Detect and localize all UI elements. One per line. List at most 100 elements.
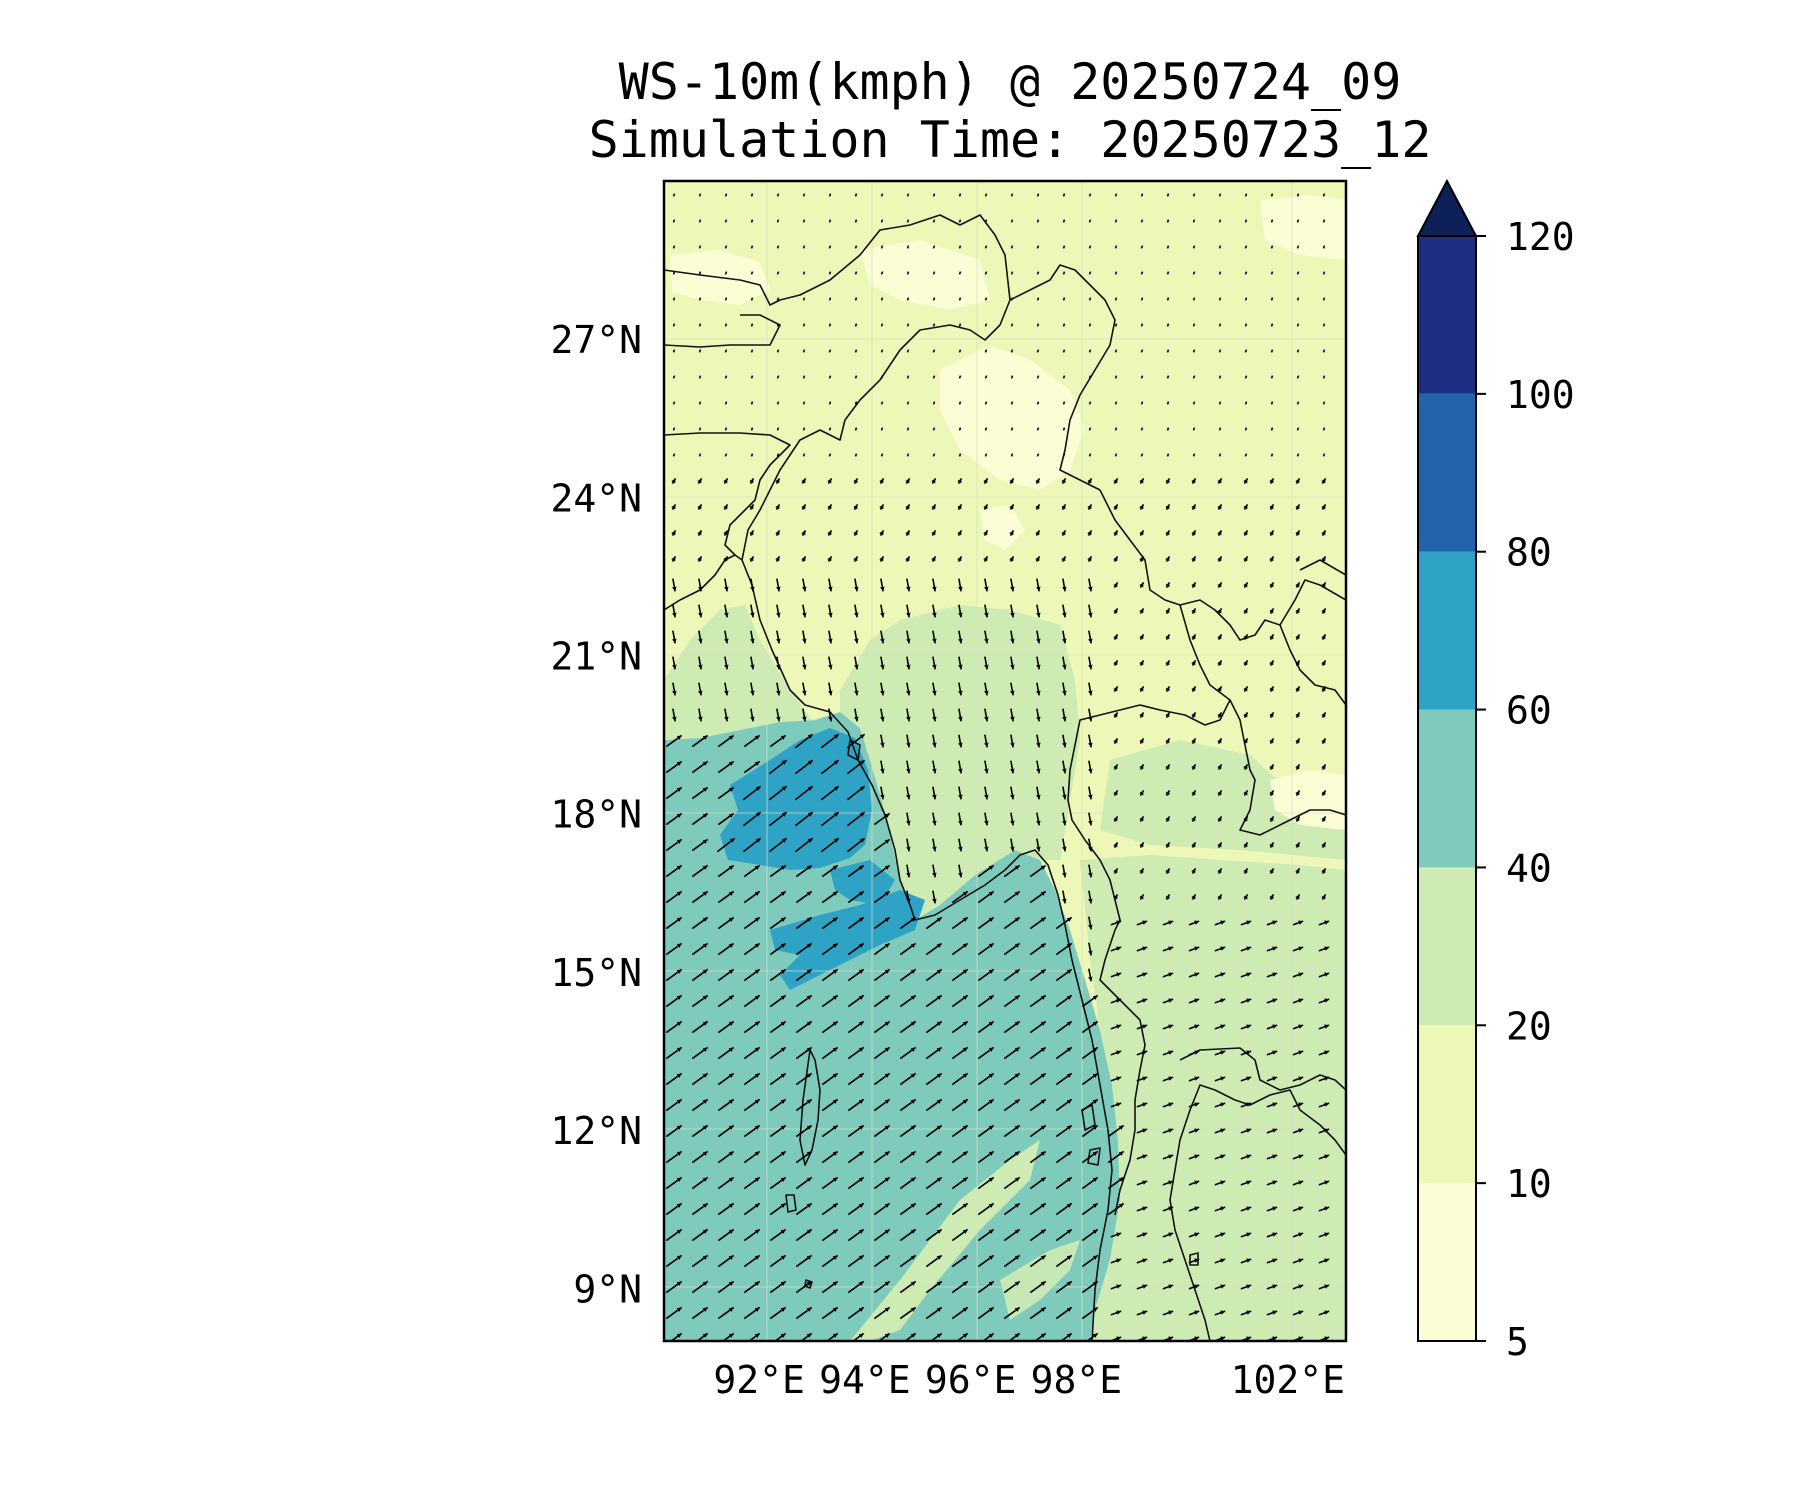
wind-arrow [1266,972,1278,978]
wind-arrow [1061,504,1067,510]
wind-arrow [1055,1124,1073,1138]
wind-arrow [723,556,729,562]
wind-arrow [821,1202,839,1216]
wind-arrow [1136,1076,1148,1082]
wind-arrow [1162,1050,1174,1056]
wind-arrow [1061,556,1067,562]
wind-arrow [899,968,917,982]
wind-arrow [1240,946,1252,952]
wind-arrow [672,630,677,644]
wind-arrow [698,427,702,431]
wind-arrow [1162,946,1174,952]
wind-arrow [853,504,859,510]
wind-arrow [1162,1024,1174,1030]
wind-arrow [1055,1306,1073,1320]
wind-arrow [769,994,787,1008]
wind-arrow [724,708,729,722]
wind-arrow [880,708,885,722]
wind-arrow [723,504,729,510]
wind-arrow [1010,734,1015,748]
wind-arrow [743,1228,761,1242]
latitude-labels: 27°N 24°N 21°N 18°N 15°N 12°N 9°N [550,318,642,1311]
wind-arrow [1266,1076,1278,1082]
wind-arrow [776,193,780,197]
wind-arrow [853,530,859,536]
wind-arrow [691,1202,709,1216]
wind-arrow [958,734,963,748]
wind-arrow [776,245,780,249]
wind-arrow [669,1332,683,1341]
wind-arrow [1035,478,1041,484]
wind-arrow [1136,1310,1148,1316]
wind-arrow [951,1176,969,1190]
wind-arrow [984,453,988,457]
wind-arrow [1003,1098,1021,1112]
little-andaman-island [785,1194,797,1213]
wind-arrow [1166,245,1170,249]
colorbar-segment [1418,551,1476,710]
wind-arrow [828,349,832,353]
wind-arrow [724,401,728,405]
wind-arrow [906,708,911,722]
wind-arrow [1270,453,1274,457]
wind-arrow [1088,942,1093,956]
wind-arrow [1029,1072,1047,1086]
wind-arrow [1244,297,1248,301]
wind-arrow [847,1280,865,1294]
wind-arrow [802,245,806,249]
wind-arrow [1318,1154,1330,1160]
wind-arrow [1114,271,1118,275]
wind-arrow [1036,656,1041,670]
wind-arrow [1139,790,1145,796]
wind-arrow [1088,760,1093,774]
wind-arrow [1321,686,1327,692]
wind-arrow [1296,245,1300,249]
wind-arrow [925,1020,943,1034]
wind-arrow [1218,453,1222,457]
wind-arrow [873,1072,891,1086]
wind-arrow [1139,530,1145,536]
wind-arrow [1140,193,1144,197]
wind-arrow [1088,682,1093,696]
wind-arrow [743,1072,761,1086]
wind-arrow [1269,816,1275,822]
wind-arrow [1217,738,1223,744]
wind-arrow [1192,427,1196,431]
wind-arrow [1029,1098,1047,1112]
wind-arrow [821,1124,839,1138]
wind-arrow [1188,1206,1200,1212]
wind-arrow [1113,816,1119,822]
wind-arrow [905,478,911,484]
wind-arrow [691,1098,709,1112]
wind-arrow [1162,1206,1174,1212]
wind-arrow [925,1254,943,1268]
wind-arrow [951,1072,969,1086]
wind-arrow [691,1306,709,1320]
wind-arrow [747,1332,761,1341]
colorbar: 5 10 20 40 60 80 100 120 [1416,178,1575,1364]
wind-arrow [957,530,963,536]
wind-arrow [1036,708,1041,722]
wind-arrow [1243,738,1249,744]
wind-arrow [977,1046,995,1060]
wind-arrow [984,219,988,223]
wind-arrow [795,1202,813,1216]
wind-arrow [905,556,911,562]
wind-arrow [1088,219,1092,223]
wind-arrow [1003,968,1021,982]
wind-arrow [1010,604,1015,618]
wind-arrow [743,890,761,904]
wind-arrow [873,916,891,930]
wind-arrow [750,630,755,644]
wind-arrow [1165,660,1171,666]
wind-arrow [795,864,813,878]
wind-arrow [873,1124,891,1138]
wind-arrow [1139,504,1145,510]
wind-arrow [984,734,989,748]
wind-arrow [743,1176,761,1190]
lat-tick-label: 9°N [573,1267,642,1311]
wind-arrow [1165,764,1171,770]
wind-arrow [1110,920,1122,926]
wind-arrow [691,1124,709,1138]
wind-arrow [1087,504,1093,510]
